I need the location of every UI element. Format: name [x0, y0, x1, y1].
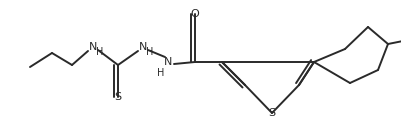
Text: N: N	[138, 42, 147, 52]
Text: O: O	[190, 9, 199, 19]
Text: N: N	[163, 57, 172, 67]
Text: H: H	[157, 68, 164, 78]
Text: H: H	[96, 47, 103, 57]
Text: N: N	[89, 42, 97, 52]
Text: S: S	[268, 108, 275, 118]
Text: H: H	[146, 47, 153, 57]
Text: S: S	[114, 92, 121, 102]
